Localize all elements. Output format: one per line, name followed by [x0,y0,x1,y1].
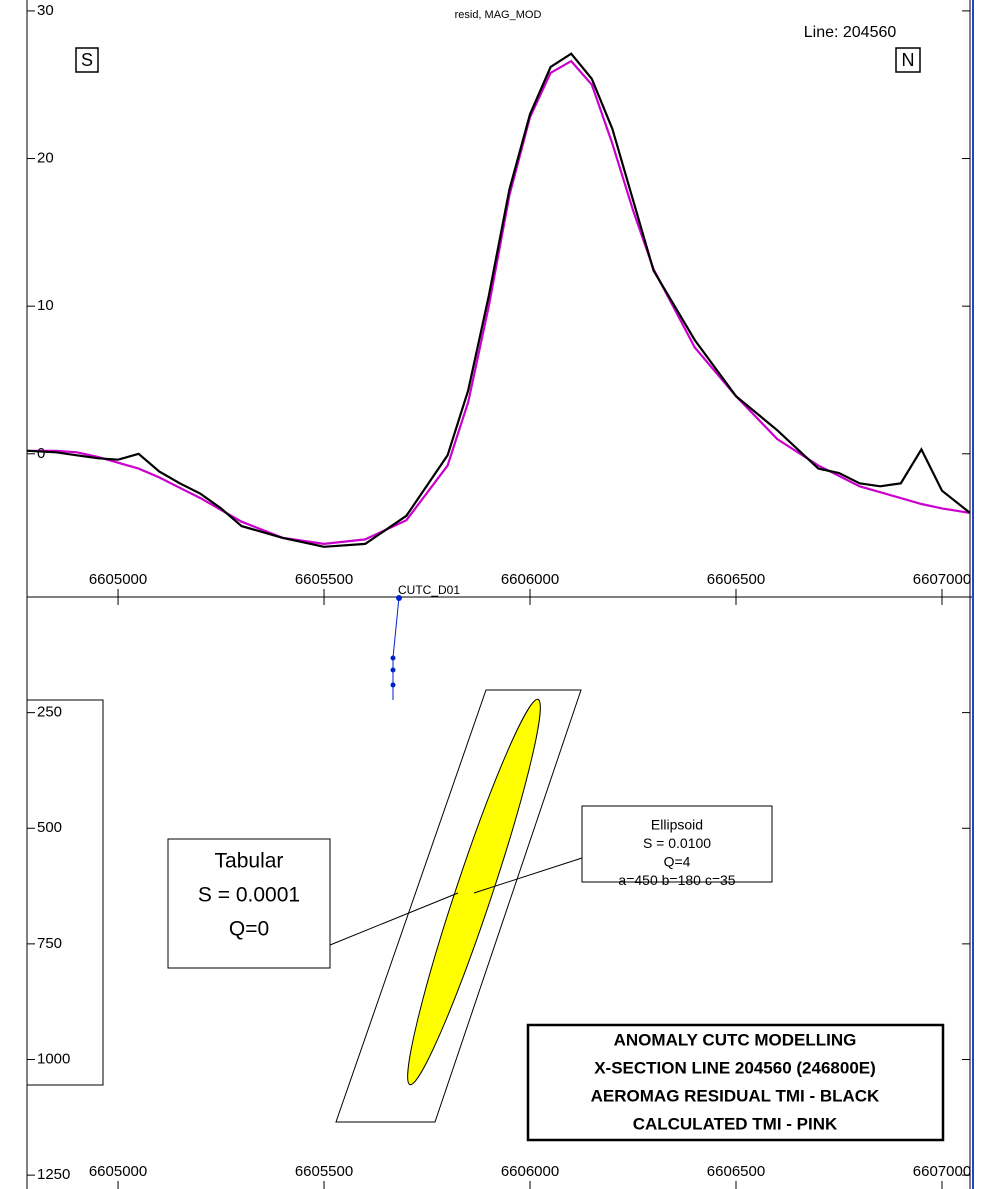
ellipsoid-label: a=450 b=180 c=35 [618,872,735,888]
borehole-point [390,667,396,673]
s-label: S [81,50,93,70]
s-box [75,47,99,73]
ellipsoid-label: S = 0.0100 [643,835,711,851]
tabular-body [335,689,582,1123]
x-tick-label: 6605000 [89,571,147,588]
line-label: Line: 204560 [804,24,897,41]
y-tick-label: 1250 [37,1166,70,1183]
x-tick-label: 6605500 [295,1163,353,1180]
x-tick-label: 6606500 [707,571,765,588]
y-tick-label: 250 [37,704,62,721]
y-tick-label: 500 [37,819,62,836]
series-line [27,52,971,548]
y-tick-label: 0 [37,445,45,462]
y-tick-label: 1000 [37,1050,70,1067]
y-tick-label: 750 [37,935,62,952]
legend-line: CALCULATED TMI - PINK [633,1114,838,1133]
borehole-point [390,682,396,688]
borehole-label: CUTC_D01 [398,583,460,597]
ellipsoid-box [581,805,773,883]
ellipsoid-leader [473,857,583,894]
tabular-label: Q=0 [229,918,269,941]
x-tick-label: 6605000 [89,1163,147,1180]
y-tick-label: 20 [37,150,54,167]
x-tick-label: 6607000 [913,1163,971,1180]
x-tick-label: 6607000 [913,571,971,588]
legend-box [526,1023,945,1142]
tabular-label: S = 0.0001 [198,884,300,907]
borehole-collar [396,595,402,601]
tabular-leader [329,892,459,946]
legend-line: ANOMALY CUTC MODELLING [614,1030,857,1049]
y-tick-label: 10 [37,297,54,314]
x-tick-label: 6606000 [501,1163,559,1180]
tabular-box [167,838,331,969]
depth-box [26,699,104,1086]
y-tick-label: 30 [37,2,54,19]
x-tick-label: 6606500 [707,1163,765,1180]
legend-line: AEROMAG RESIDUAL TMI - BLACK [591,1086,880,1105]
ellipsoid-body [407,698,541,1086]
n-label: N [902,50,915,70]
n-box [895,47,921,73]
x-tick-label: 6606000 [501,571,559,588]
ellipsoid-label: Ellipsoid [651,817,703,833]
tabular-label: Tabular [215,850,284,873]
legend-line: X-SECTION LINE 204560 (246800E) [594,1058,876,1077]
series-line [27,59,971,546]
top-title: resid, MAG_MOD [455,9,542,21]
ellipsoid-label: Q=4 [664,854,691,870]
borehole-point [390,655,396,661]
x-tick-label: 6605500 [295,571,353,588]
